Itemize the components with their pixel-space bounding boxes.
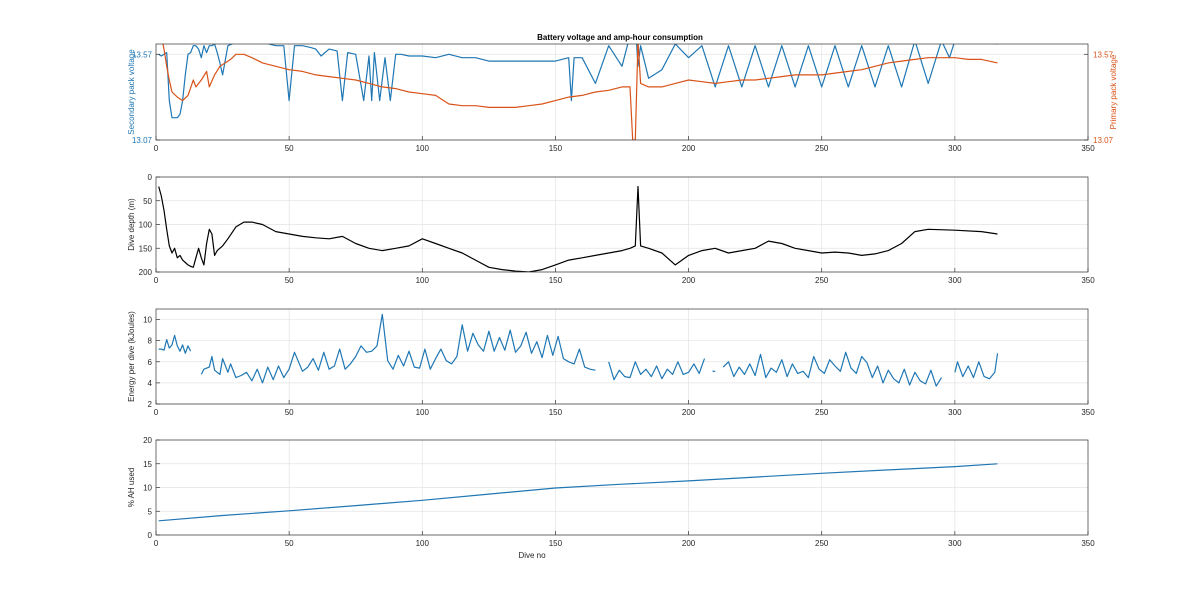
y-tick-label: 0 [148,173,153,182]
x-tick-label: 300 [948,276,962,285]
figure-title: Battery voltage and amp-hour consumption [537,33,703,42]
x-tick-label: 200 [682,539,696,548]
y-axis-label: Dive depth (m) [127,198,136,251]
series-line-left-0 [158,334,192,354]
y-tick-label: 150 [139,244,153,253]
y-tick-label: 8 [148,337,153,346]
axes-container: 0 50 100 150 200 250 300 35013.0713.5713.0713.5… [127,43,1118,560]
y-tick-label: 2 [148,400,153,409]
chart-depth: 0 50 100 150 200 250 300 350 0 50 100 150 200 Dive de… [127,173,1095,285]
plot-frame [155,308,1089,405]
x-tick-label: 250 [815,539,829,548]
y-right-axis-label: Primary pack voltage [1109,54,1118,129]
x-tick-label: 250 [815,144,829,153]
chart-voltage: 0 50 100 150 200 250 300 35013.0713.5713.0713.5… [127,43,1118,153]
series-group [158,463,998,522]
x-tick-label: 300 [948,539,962,548]
x-tick-label: 150 [549,408,563,417]
x-tick-label: 50 [285,539,294,548]
y-axis-label: % AH used [127,468,136,508]
y-right-tick-label: 13.57 [1093,50,1114,59]
y-axis-label: Secondary pack voltage [127,49,136,135]
y-tick-label: 10 [143,484,152,493]
series-group [158,185,998,272]
series-group [158,44,998,140]
x-tick-label: 350 [1081,144,1095,153]
series-line-left-0 [158,44,998,119]
x-tick-label: 50 [285,408,294,417]
y-tick-label: 5 [148,507,153,516]
y-tick-label: 0 [148,531,153,540]
x-tick-label: 150 [549,539,563,548]
x-tick-label: 100 [416,276,430,285]
y-tick-label: 100 [139,221,153,230]
y-tick-label: 10 [143,316,152,325]
x-tick-label: 350 [1081,276,1095,285]
series-line-left-0 [608,358,706,381]
y-tick-label: 13.57 [132,50,153,59]
x-tick-label: 300 [948,408,962,417]
x-tick-label: 50 [285,276,294,285]
y-tick-label: 20 [143,436,152,445]
x-tick-label: 200 [682,276,696,285]
y-tick-label: 13.07 [132,136,153,145]
y-axis-label: Energy per dive (kJoules) [127,311,136,402]
series-line-right-1 [162,44,998,140]
x-tick-label: 350 [1081,539,1095,548]
series-group [158,313,999,387]
x-tick-label: 50 [285,144,294,153]
series-line-left-0 [954,353,999,380]
plot-frame [155,43,1089,141]
y-tick-label: 4 [148,379,153,388]
series-line-left-0 [158,463,998,522]
x-tick-label: 0 [154,144,159,153]
x-tick-label: 0 [154,276,159,285]
series-line-left-0 [722,351,943,387]
x-tick-label: 350 [1081,408,1095,417]
x-tick-label: 150 [549,276,563,285]
x-tick-label: 100 [416,408,430,417]
y-tick-label: 6 [148,358,153,367]
x-tick-label: 250 [815,276,829,285]
y-tick-label: 15 [143,460,152,469]
chart-ah-used: 0 50 100 150 200 250 300 350 0 5 10 15 20 % AH used Di… [127,436,1095,560]
series-line-left-0 [158,185,998,272]
x-tick-label: 0 [154,539,159,548]
x-tick-label: 150 [549,144,563,153]
y-tick-label: 200 [139,268,153,277]
x-tick-label: 200 [682,408,696,417]
x-tick-label: 200 [682,144,696,153]
x-tick-label: 250 [815,408,829,417]
x-axis-label: Dive no [518,551,546,560]
series-line-left-0 [200,313,596,384]
x-tick-label: 0 [154,408,159,417]
y-tick-label: 50 [143,197,152,206]
chart-energy: 0 50 100 150 200 250 300 350 2 4 6 8 10 Energy per di… [127,308,1095,417]
x-tick-label: 100 [416,144,430,153]
y-right-tick-label: 13.07 [1093,136,1114,145]
x-tick-label: 100 [416,539,430,548]
x-tick-label: 300 [948,144,962,153]
